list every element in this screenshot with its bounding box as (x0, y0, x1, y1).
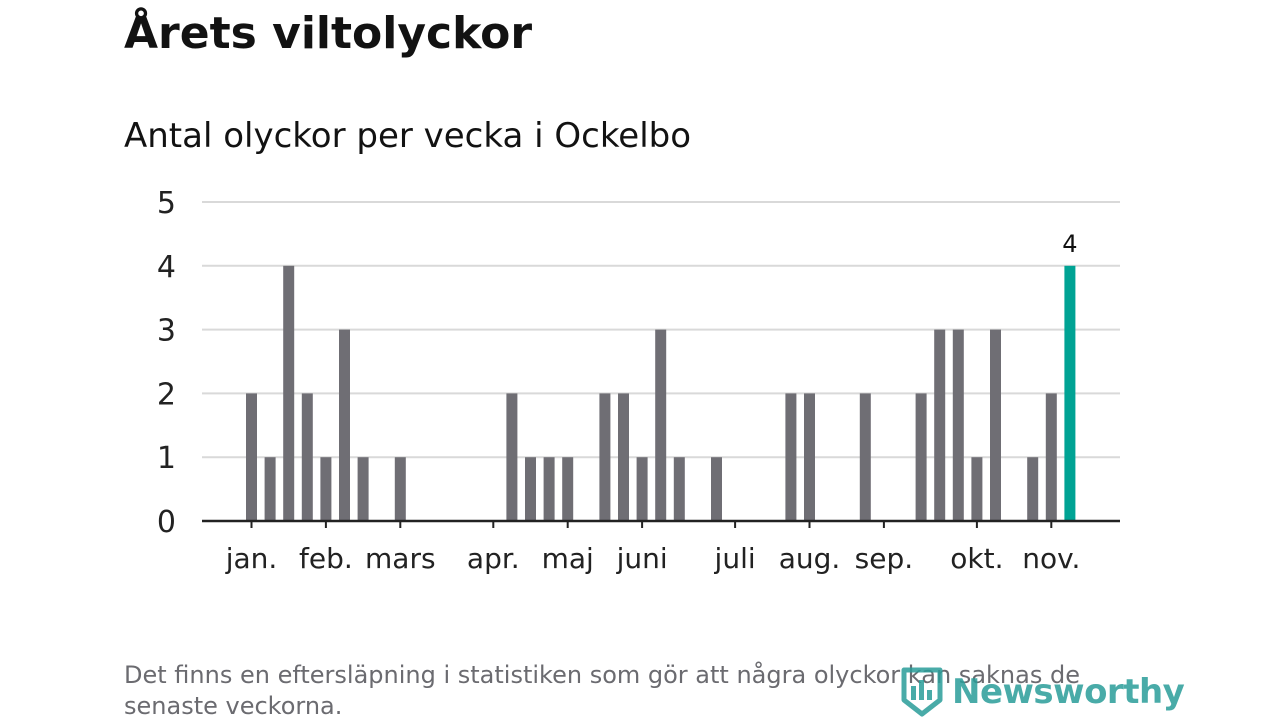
bar (971, 457, 983, 521)
data-label: 4 (1062, 230, 1077, 258)
brand-logo[interactable]: Newsworthy (900, 666, 1185, 718)
bar (952, 329, 964, 521)
x-tick-label: mars (365, 542, 436, 575)
bar (543, 457, 555, 521)
bar (394, 457, 406, 521)
bar-chart: 0 1 2 3 4 5 4 jan. feb. mars apr. maj juni juli aug. se… (157, 186, 1120, 575)
bar (859, 393, 871, 521)
x-tick-label: juli (714, 542, 756, 575)
x-tick-label: okt. (950, 542, 1003, 575)
y-tick-label: 5 (157, 186, 176, 221)
x-tick-label: apr. (467, 542, 520, 575)
chart-title: Årets viltolyckor (124, 8, 533, 59)
bar (915, 393, 927, 521)
y-tick-label: 4 (157, 250, 176, 285)
bar (673, 457, 685, 521)
bar (636, 457, 648, 521)
bar (990, 329, 1001, 521)
y-tick-label: 2 (157, 377, 176, 412)
bar (264, 457, 276, 521)
bar (246, 393, 257, 521)
x-tick-label: maj (542, 542, 594, 575)
bar-highlight (1064, 265, 1076, 521)
bar (1045, 393, 1057, 521)
y-tick-label: 0 (157, 505, 176, 540)
bar (599, 393, 611, 521)
x-tick-label: feb. (299, 542, 353, 575)
x-tick-label: nov. (1022, 542, 1080, 575)
bar (339, 329, 350, 521)
brand-name: Newsworthy (952, 672, 1185, 712)
bar (283, 265, 295, 521)
y-tick-label: 1 (157, 441, 176, 476)
chart-subtitle: Antal olyckor per vecka i Ockelbo (124, 116, 692, 156)
bar (804, 393, 815, 521)
x-tick-label: sep. (855, 542, 914, 575)
footnote: Det finns en eftersläpning i statistiken… (124, 661, 1080, 720)
bar (934, 329, 946, 521)
x-tick-label: juni (616, 542, 668, 575)
bar (320, 457, 332, 521)
bar (525, 457, 536, 521)
x-tick-label: aug. (779, 542, 841, 575)
newsworthy-logo-icon (901, 667, 943, 717)
bar (785, 393, 797, 521)
bar (618, 393, 629, 521)
bar (655, 329, 667, 521)
y-tick-label: 3 (157, 314, 176, 349)
bar (562, 457, 574, 521)
bar (711, 457, 722, 521)
bar (1027, 457, 1039, 521)
bar (301, 393, 313, 521)
bar (506, 393, 518, 521)
x-tick-label: jan. (225, 542, 278, 575)
bar (357, 457, 369, 521)
